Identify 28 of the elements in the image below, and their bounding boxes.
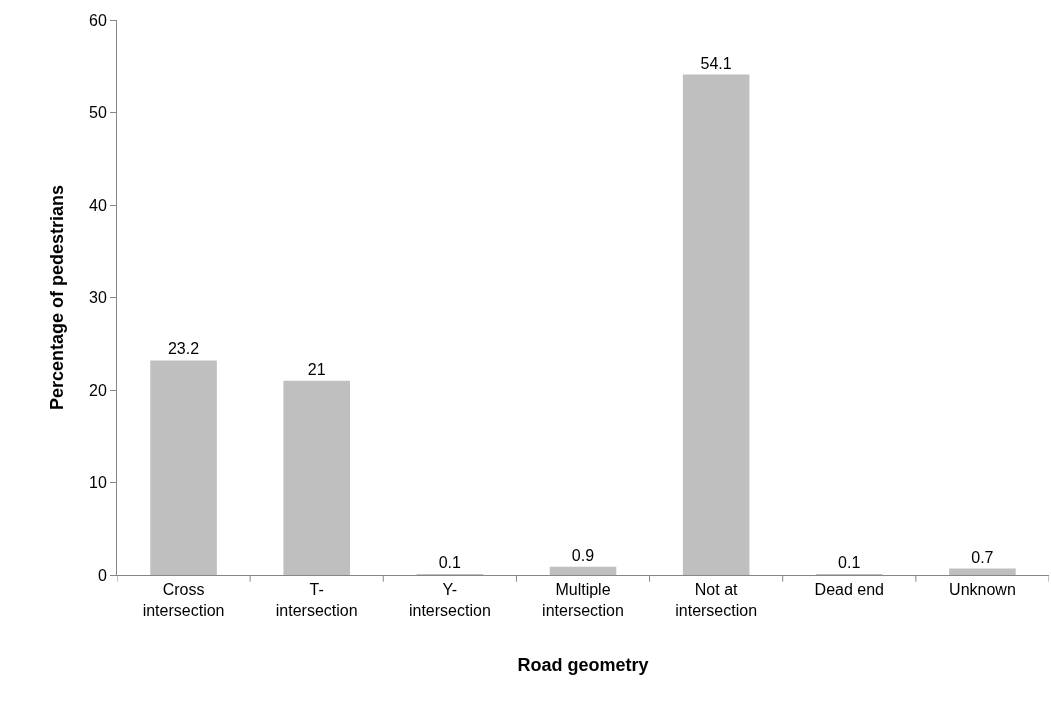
bar (549, 566, 617, 575)
y-tick-label: 10 (89, 474, 107, 492)
x-tick-label: T-intersection (275, 581, 358, 619)
data-label: 21 (307, 360, 326, 378)
x-tick-label: Not at intersection (675, 581, 758, 619)
data-label: 0.1 (838, 554, 861, 571)
y-tick-label: 50 (89, 104, 107, 122)
y-tick-label: 60 (89, 11, 107, 29)
x-tick-label: Multiple intersection (542, 581, 624, 619)
y-tick-label: 0 (97, 566, 107, 584)
data-label: 0.7 (971, 548, 994, 566)
x-axis-title: Road geometry (517, 655, 649, 676)
x-tick-label: Dead end (814, 581, 884, 599)
data-label: 0.1 (438, 554, 462, 571)
bar (150, 360, 217, 575)
bar (682, 74, 750, 575)
x-tick-label: Y-intersection (408, 581, 491, 619)
bar (949, 568, 1016, 575)
x-tick-label: Unknown (949, 581, 1016, 599)
data-label: 23.2 (167, 340, 200, 358)
y-tick-label: 20 (89, 381, 107, 399)
y-tick-label: 40 (89, 196, 107, 214)
bar (283, 380, 350, 575)
data-label: 54.1 (700, 54, 732, 72)
y-tick-label: 30 (89, 289, 107, 307)
data-label: 0.9 (571, 546, 595, 564)
y-axis-title: Percentage of pedestrians (47, 184, 68, 411)
x-tick-label: Cross intersection (142, 581, 225, 619)
